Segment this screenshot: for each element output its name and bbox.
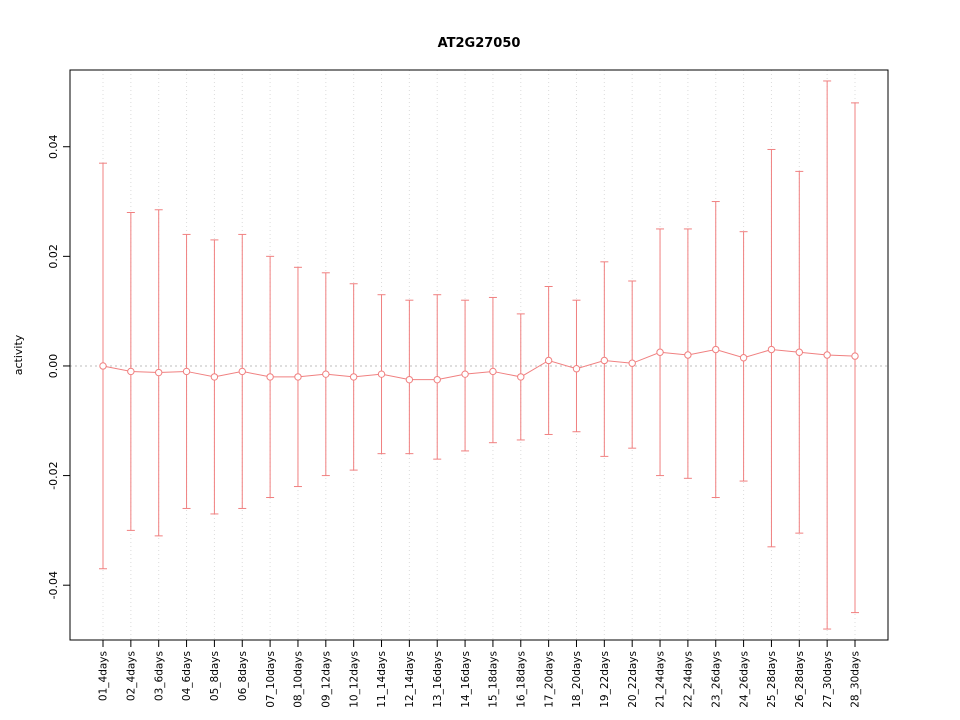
data-point — [266, 373, 274, 381]
y-tick-label: 0.00 — [47, 354, 60, 379]
data-point — [712, 345, 720, 354]
data-point — [684, 351, 692, 359]
y-tick-label: 0.02 — [47, 244, 60, 269]
x-tick-label: 12_14days — [404, 651, 416, 708]
x-tick-label: 24_26days — [738, 651, 750, 708]
x-tick-label: 20_22days — [627, 651, 639, 708]
x-tick-label: 13_16days — [432, 651, 444, 708]
x-tick-label: 02_4days — [126, 651, 138, 701]
plot-area: -0.04 -0.02 0.00 0.02 0.04 01_4days 02_4days 03… — [47, 69, 889, 708]
data-point — [795, 348, 803, 356]
y-axis-label: activity — [12, 334, 25, 375]
chart-title: AT2G27050 — [438, 36, 521, 51]
data-point — [377, 370, 386, 378]
data-point — [99, 362, 107, 370]
data-point — [572, 365, 581, 373]
data-point — [182, 367, 191, 376]
data-point — [767, 345, 776, 354]
x-tick-label: 14_16days — [460, 651, 472, 708]
data-point — [600, 356, 609, 365]
x-tick-label: 17_20days — [543, 651, 555, 708]
plot-border — [69, 69, 889, 641]
data-point — [461, 370, 469, 378]
x-tick-label: 22_24days — [683, 651, 695, 708]
x-tick-label: 21_24days — [655, 651, 667, 708]
x-tick-label: 28_30days — [850, 651, 862, 708]
y-tick-label: -0.02 — [47, 461, 60, 489]
x-tick-label: 08_10days — [293, 651, 305, 708]
data-point — [851, 352, 859, 360]
x-tick-label: 16_18days — [515, 651, 527, 708]
data-point — [155, 368, 163, 377]
data-point — [823, 351, 831, 359]
data-point — [739, 354, 748, 362]
x-tick-label: 23_26days — [710, 651, 722, 708]
x-tick-label: 18_20days — [571, 651, 583, 708]
x-tick-label: 05_8days — [209, 651, 221, 701]
x-tick-label: 07_10days — [265, 651, 277, 708]
x-tick-label: 10_12days — [348, 651, 360, 708]
data-point — [294, 373, 302, 381]
data-point — [349, 373, 358, 381]
series-line — [102, 349, 856, 381]
data-point — [489, 367, 497, 376]
data-point — [210, 373, 219, 381]
data-point — [544, 356, 553, 365]
x-tick-label: 26_28days — [794, 651, 806, 708]
data-point — [517, 373, 525, 381]
data-point — [127, 367, 135, 376]
x-tick-label: 04_6days — [181, 651, 193, 701]
x-tick-label: 11_14days — [376, 651, 388, 708]
x-tick-label: 06_8days — [237, 651, 249, 701]
data-point — [322, 370, 330, 378]
x-tick-label: 27_30days — [822, 651, 834, 708]
data-point — [628, 359, 636, 367]
data-point — [433, 375, 441, 384]
x-tick-label: 15_18days — [488, 651, 500, 708]
y-tick-label: 0.04 — [47, 134, 60, 159]
y-tick-label: -0.04 — [47, 571, 60, 599]
data-point — [238, 367, 246, 376]
x-tick-label: 25_28days — [766, 651, 778, 708]
data-point — [656, 348, 664, 356]
x-tick-label: 09_12days — [320, 651, 332, 708]
x-tick-label: 03_6days — [153, 651, 165, 701]
x-tick-label: 01_4days — [98, 651, 110, 701]
data-point — [405, 375, 414, 384]
x-tick-label: 19_22days — [599, 651, 611, 708]
